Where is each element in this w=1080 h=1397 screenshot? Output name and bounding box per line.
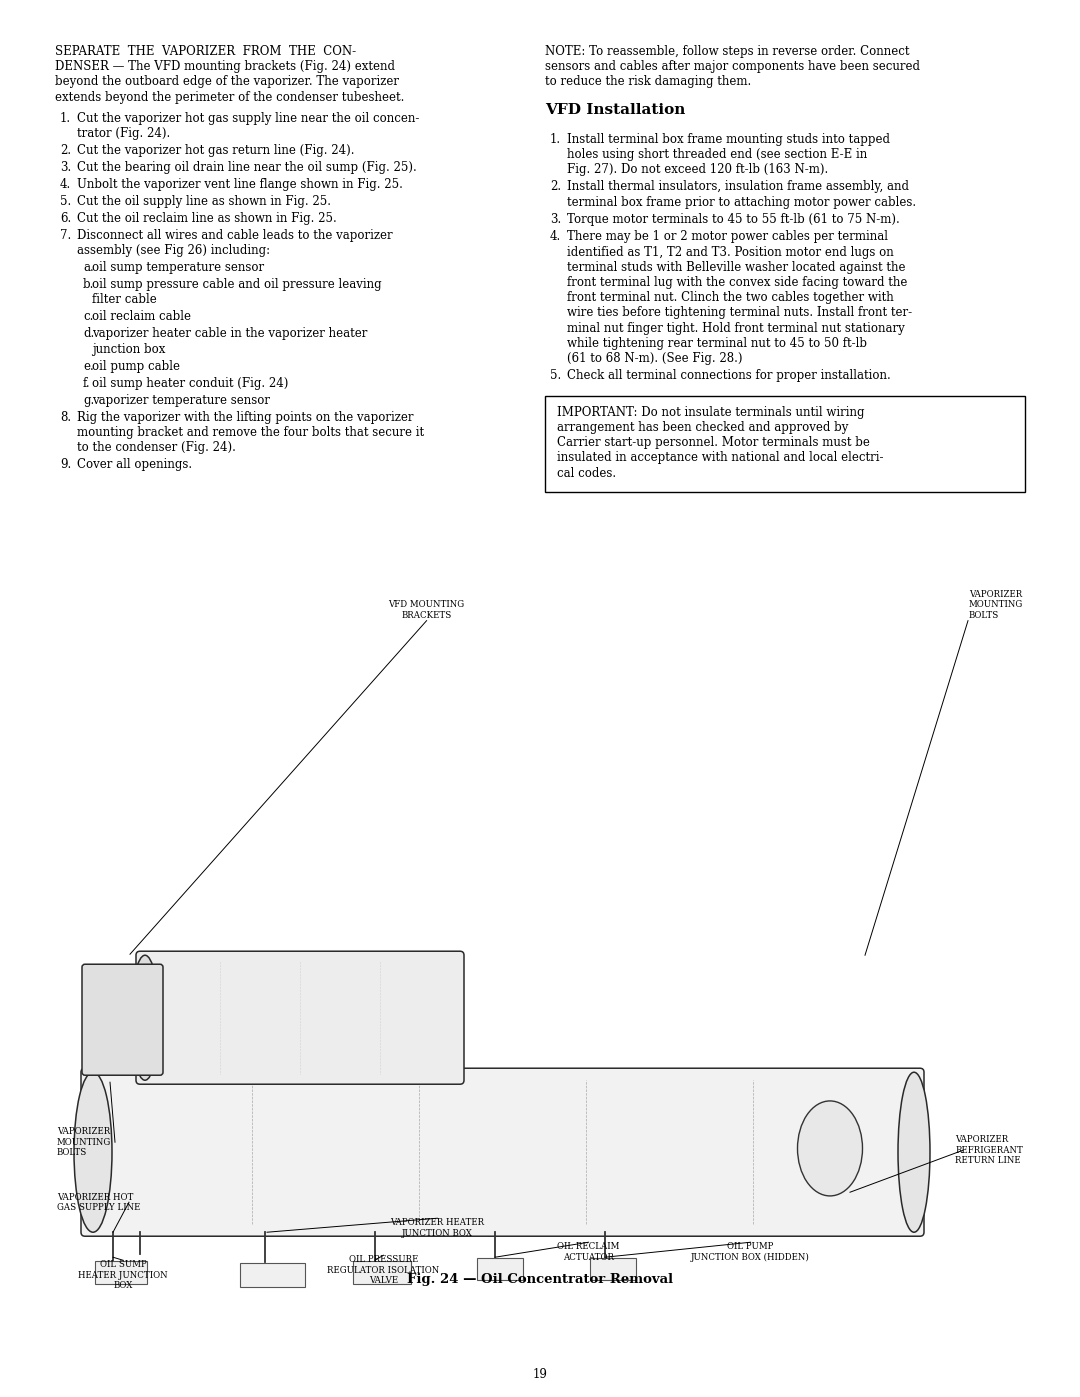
Text: b.: b. (83, 278, 94, 291)
Bar (95, 1261, 147, 1284)
Text: Cut the vaporizer hot gas supply line near the oil concen-: Cut the vaporizer hot gas supply line ne… (77, 112, 419, 124)
Text: trator (Fig. 24).: trator (Fig. 24). (77, 127, 171, 140)
Text: Cut the vaporizer hot gas return line (Fig. 24).: Cut the vaporizer hot gas return line (F… (77, 144, 354, 156)
Ellipse shape (897, 1073, 930, 1232)
Text: to reduce the risk damaging them.: to reduce the risk damaging them. (545, 75, 752, 88)
Text: 6.: 6. (60, 212, 71, 225)
Text: Unbolt the vaporizer vent line flange shown in Fig. 25.: Unbolt the vaporizer vent line flange sh… (77, 177, 403, 191)
Text: VAPORIZER
MOUNTING
BOLTS: VAPORIZER MOUNTING BOLTS (57, 1127, 111, 1157)
Text: Fig. 24 — Oil Concentrator Removal: Fig. 24 — Oil Concentrator Removal (407, 1273, 673, 1287)
Text: Install terminal box frame mounting studs into tapped: Install terminal box frame mounting stud… (567, 133, 890, 145)
Text: oil sump pressure cable and oil pressure leaving: oil sump pressure cable and oil pressure… (92, 278, 381, 291)
Text: OIL RECLAIM
ACTUATOR: OIL RECLAIM ACTUATOR (557, 1242, 620, 1261)
Text: 5.: 5. (550, 369, 562, 383)
Bar (590, 1259, 636, 1280)
Text: identified as T1, T2 and T3. Position motor end lugs on: identified as T1, T2 and T3. Position mo… (567, 246, 894, 258)
Ellipse shape (797, 1101, 863, 1196)
Ellipse shape (75, 1073, 112, 1232)
Text: terminal studs with Belleville washer located against the: terminal studs with Belleville washer lo… (567, 261, 905, 274)
Bar (545, 395, 1025, 492)
Text: Rig the vaporizer with the lifting points on the vaporizer: Rig the vaporizer with the lifting point… (77, 411, 414, 423)
Text: minal nut finger tight. Hold front terminal nut stationary: minal nut finger tight. Hold front termi… (567, 321, 905, 335)
Text: junction box: junction box (92, 342, 165, 356)
Text: mounting bracket and remove the four bolts that secure it: mounting bracket and remove the four bol… (77, 426, 424, 439)
Text: VFD MOUNTING
BRACKETS: VFD MOUNTING BRACKETS (389, 601, 464, 620)
Text: assembly (see Fig 26) including:: assembly (see Fig 26) including: (77, 244, 270, 257)
Text: 9.: 9. (60, 458, 71, 471)
Ellipse shape (131, 956, 159, 1080)
Text: 8.: 8. (60, 411, 71, 423)
Text: oil sump temperature sensor: oil sump temperature sensor (92, 261, 265, 274)
Text: 4.: 4. (60, 177, 71, 191)
Text: vaporizer temperature sensor: vaporizer temperature sensor (92, 394, 270, 407)
Text: Disconnect all wires and cable leads to the vaporizer: Disconnect all wires and cable leads to … (77, 229, 393, 242)
Text: while tightening rear terminal nut to 45 to 50 ft-lb: while tightening rear terminal nut to 45… (567, 337, 867, 349)
Text: Install thermal insulators, insulation frame assembly, and: Install thermal insulators, insulation f… (567, 180, 909, 193)
Text: wire ties before tightening terminal nuts. Install front ter-: wire ties before tightening terminal nut… (567, 306, 913, 320)
Text: NOTE: To reassemble, follow steps in reverse order. Connect: NOTE: To reassemble, follow steps in rev… (545, 45, 909, 59)
Text: 1.: 1. (60, 112, 71, 124)
Text: arrangement has been checked and approved by: arrangement has been checked and approve… (557, 420, 849, 434)
Text: cal codes.: cal codes. (557, 467, 616, 479)
Text: Cover all openings.: Cover all openings. (77, 458, 192, 471)
Text: d.: d. (83, 327, 94, 341)
Text: holes using short threaded end (see section E-E in: holes using short threaded end (see sect… (567, 148, 867, 161)
Bar (353, 1261, 411, 1284)
Text: to the condenser (Fig. 24).: to the condenser (Fig. 24). (77, 441, 235, 454)
Text: 3.: 3. (60, 161, 71, 175)
Text: front terminal lug with the convex side facing toward the: front terminal lug with the convex side … (567, 277, 907, 289)
Text: front terminal nut. Clinch the two cables together with: front terminal nut. Clinch the two cable… (567, 291, 894, 305)
Text: 4.: 4. (550, 231, 562, 243)
Text: a.: a. (83, 261, 94, 274)
Text: 2.: 2. (550, 180, 562, 193)
Text: Cut the oil reclaim line as shown in Fig. 25.: Cut the oil reclaim line as shown in Fig… (77, 212, 337, 225)
Text: There may be 1 or 2 motor power cables per terminal: There may be 1 or 2 motor power cables p… (567, 231, 888, 243)
Text: VAPORIZER HOT
GAS SUPPLY LINE: VAPORIZER HOT GAS SUPPLY LINE (57, 1193, 140, 1213)
Text: Cut the oil supply line as shown in Fig. 25.: Cut the oil supply line as shown in Fig.… (77, 196, 330, 208)
Text: DENSER — The VFD mounting brackets (Fig. 24) extend: DENSER — The VFD mounting brackets (Fig.… (55, 60, 395, 73)
Bar (240, 1263, 305, 1287)
Text: beyond the outboard edge of the vaporizer. The vaporizer: beyond the outboard edge of the vaporize… (55, 75, 399, 88)
Text: oil sump heater conduit (Fig. 24): oil sump heater conduit (Fig. 24) (92, 377, 288, 390)
Text: oil pump cable: oil pump cable (92, 359, 180, 373)
Text: VAPORIZER HEATER
JUNCTION BOX: VAPORIZER HEATER JUNCTION BOX (390, 1218, 485, 1238)
Text: (61 to 68 N-m). (See Fig. 28.): (61 to 68 N-m). (See Fig. 28.) (567, 352, 743, 365)
FancyBboxPatch shape (82, 964, 163, 1076)
Text: 19: 19 (532, 1368, 548, 1382)
Text: 5.: 5. (60, 196, 71, 208)
Text: Check all terminal connections for proper installation.: Check all terminal connections for prope… (567, 369, 891, 383)
Text: sensors and cables after major components have been secured: sensors and cables after major component… (545, 60, 920, 73)
Text: VFD Installation: VFD Installation (545, 102, 686, 116)
Text: g.: g. (83, 394, 94, 407)
Text: Carrier start-up personnel. Motor terminals must be: Carrier start-up personnel. Motor termin… (557, 436, 869, 450)
Text: IMPORTANT: Do not insulate terminals until wiring: IMPORTANT: Do not insulate terminals unt… (557, 405, 864, 419)
Text: e.: e. (83, 359, 94, 373)
Text: OIL PRESSURE
REGULATOR ISOLATION
VALVE: OIL PRESSURE REGULATOR ISOLATION VALVE (327, 1256, 440, 1285)
Text: Torque motor terminals to 45 to 55 ft-lb (61 to 75 N-m).: Torque motor terminals to 45 to 55 ft-lb… (567, 212, 900, 226)
Text: insulated in acceptance with national and local electri-: insulated in acceptance with national an… (557, 451, 883, 464)
Bar (477, 1259, 523, 1280)
Text: vaporizer heater cable in the vaporizer heater: vaporizer heater cable in the vaporizer … (92, 327, 367, 341)
Text: f.: f. (83, 377, 91, 390)
Text: c.: c. (83, 310, 93, 323)
Text: SEPARATE  THE  VAPORIZER  FROM  THE  CON-: SEPARATE THE VAPORIZER FROM THE CON- (55, 45, 356, 59)
FancyBboxPatch shape (136, 951, 464, 1084)
Text: 3.: 3. (550, 212, 562, 226)
Text: oil reclaim cable: oil reclaim cable (92, 310, 191, 323)
Text: extends beyond the perimeter of the condenser tubesheet.: extends beyond the perimeter of the cond… (55, 91, 404, 103)
Text: VAPORIZER
REFRIGERANT
RETURN LINE: VAPORIZER REFRIGERANT RETURN LINE (955, 1136, 1023, 1165)
Text: terminal box frame prior to attaching motor power cables.: terminal box frame prior to attaching mo… (567, 196, 916, 208)
Text: 2.: 2. (60, 144, 71, 156)
Text: 7.: 7. (60, 229, 71, 242)
Text: Fig. 27). Do not exceed 120 ft-lb (163 N-m).: Fig. 27). Do not exceed 120 ft-lb (163 N… (567, 163, 828, 176)
Text: 1.: 1. (550, 133, 562, 145)
Text: filter cable: filter cable (92, 293, 157, 306)
Text: OIL SUMP
HEATER JUNCTION
BOX: OIL SUMP HEATER JUNCTION BOX (78, 1260, 167, 1289)
Text: VAPORIZER
MOUNTING
BOLTS: VAPORIZER MOUNTING BOLTS (969, 590, 1023, 620)
FancyBboxPatch shape (81, 1069, 924, 1236)
Text: Cut the bearing oil drain line near the oil sump (Fig. 25).: Cut the bearing oil drain line near the … (77, 161, 417, 175)
Text: OIL PUMP
JUNCTION BOX (HIDDEN): OIL PUMP JUNCTION BOX (HIDDEN) (691, 1242, 810, 1261)
